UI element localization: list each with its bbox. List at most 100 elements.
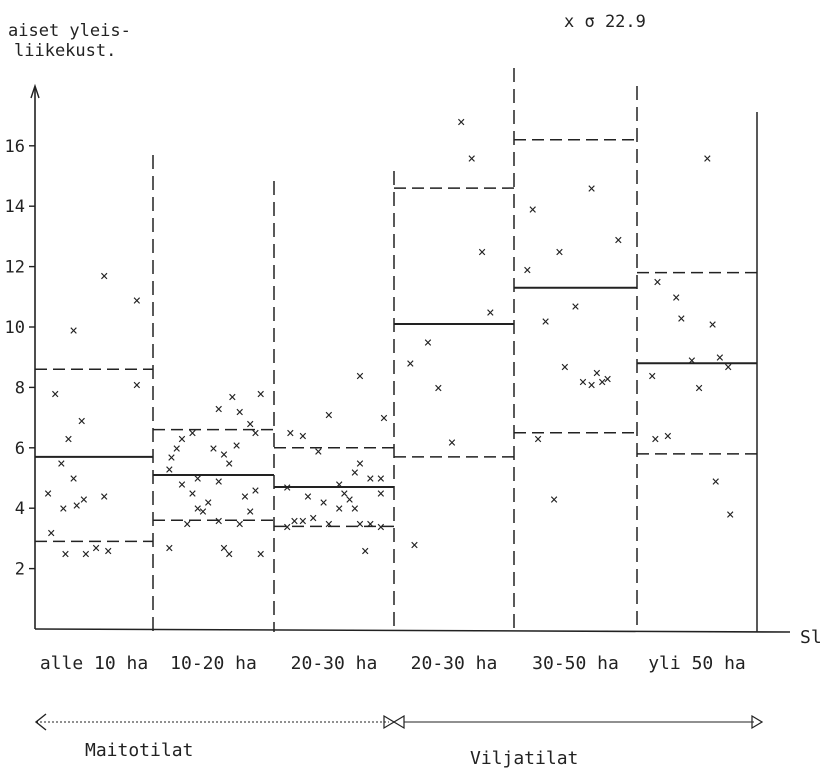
data-point: × <box>708 317 716 333</box>
data-point: × <box>232 438 240 454</box>
data-point: × <box>178 432 186 448</box>
y-tick-label: 10 <box>5 318 25 338</box>
x-tick-label: 30-50 ha <box>532 653 619 674</box>
x-tick-label: 20-30 ha <box>411 653 498 674</box>
axes: 2 4 6 8 10 12 14 16 <box>5 86 790 632</box>
data-point: × <box>579 374 587 390</box>
data-point: × <box>664 429 672 445</box>
y-tick-label: 12 <box>5 258 25 278</box>
outlier-note: x σ 22.9 <box>564 12 646 32</box>
data-point: × <box>380 411 388 427</box>
y-tick-label: 16 <box>5 137 25 157</box>
data-point: × <box>57 456 65 472</box>
data-point: × <box>59 501 67 517</box>
data-point: × <box>92 540 100 556</box>
data-point: × <box>246 504 254 520</box>
data-point: × <box>561 359 569 375</box>
data-point: × <box>69 471 77 487</box>
x-tick-label: 20-30 ha <box>291 653 378 674</box>
data-point: × <box>283 519 291 535</box>
data-point: × <box>366 471 374 487</box>
data-point: × <box>236 405 244 421</box>
data-point: × <box>188 426 196 442</box>
data-point: × <box>194 501 202 517</box>
data-point: × <box>100 269 108 285</box>
data-point: × <box>44 486 52 502</box>
x-tick-label: 10-20 ha <box>170 653 257 674</box>
data-point: × <box>228 389 236 405</box>
data-point: × <box>188 486 196 502</box>
data-point: × <box>377 471 385 487</box>
data-point: × <box>541 314 549 330</box>
data-point: × <box>215 513 223 529</box>
data-point: × <box>345 492 353 508</box>
y-axis-label-line-2: liikekust. <box>14 41 116 61</box>
data-point: × <box>225 547 233 563</box>
group-boxes <box>35 68 757 632</box>
data-point: × <box>335 501 343 517</box>
data-point: × <box>167 450 175 466</box>
data-point: × <box>534 432 542 448</box>
data-point: × <box>61 547 69 563</box>
data-point: × <box>677 311 685 327</box>
data-point: × <box>603 371 611 387</box>
data-point: × <box>653 275 661 291</box>
data-point: × <box>299 513 307 529</box>
data-point: × <box>434 380 442 396</box>
data-point: × <box>183 516 191 532</box>
data-point: × <box>550 492 558 508</box>
data-point: × <box>716 350 724 366</box>
data-point: × <box>241 489 249 505</box>
data-point: × <box>194 471 202 487</box>
y-tick-label: 8 <box>15 378 25 398</box>
data-point: × <box>47 525 55 541</box>
data-point: × <box>614 232 622 248</box>
data-point: × <box>712 474 720 490</box>
data-point: × <box>457 115 465 131</box>
data-point: × <box>377 486 385 502</box>
data-point: × <box>215 474 223 490</box>
data-point: × <box>286 426 294 442</box>
y-tick-label: 4 <box>15 499 25 519</box>
data-point: × <box>283 480 291 496</box>
data-point: × <box>726 507 734 523</box>
x-tick-labels: alle 10 ha 10-20 ha 20-30 ha 20-30 ha 30-50 … <box>40 653 746 674</box>
x-tick-label: alle 10 ha <box>40 653 148 674</box>
data-point: × <box>478 245 486 261</box>
y-tick-label: 6 <box>15 439 25 459</box>
data-point: × <box>356 368 364 384</box>
data-point: × <box>64 432 72 448</box>
x-axis-line <box>35 629 790 632</box>
data-point: × <box>555 245 563 261</box>
category-label-maitotilat: Maitotilat <box>85 740 193 761</box>
data-point: × <box>178 477 186 493</box>
data-point: × <box>651 432 659 448</box>
data-point: × <box>290 513 298 529</box>
data-point: × <box>486 305 494 321</box>
data-point: × <box>100 489 108 505</box>
data-point: × <box>220 447 228 463</box>
data-point: × <box>523 263 531 279</box>
data-point: × <box>257 386 265 402</box>
data-point: × <box>356 456 364 472</box>
data-point: × <box>467 151 475 167</box>
data-point: × <box>325 408 333 424</box>
data-point: × <box>406 356 414 372</box>
data-point: × <box>571 299 579 315</box>
data-point: × <box>251 483 259 499</box>
data-point: × <box>448 435 456 451</box>
data-point: × <box>319 495 327 511</box>
data-point: × <box>104 543 112 559</box>
data-point: × <box>587 181 595 197</box>
data-point: × <box>133 377 141 393</box>
data-point: × <box>703 151 711 167</box>
data-point: × <box>51 386 59 402</box>
data-point: × <box>78 414 86 430</box>
y-tick-label: 14 <box>5 197 25 217</box>
data-point: × <box>257 547 265 563</box>
data-point: × <box>410 537 418 553</box>
data-point: × <box>72 498 80 514</box>
y-axis-label-line-1: aiset yleis- <box>8 21 131 41</box>
data-point: × <box>251 426 259 442</box>
data-points: ××××××××× ×× × ××××××××××××××××× ×× ×××××××××… <box>44 115 735 563</box>
